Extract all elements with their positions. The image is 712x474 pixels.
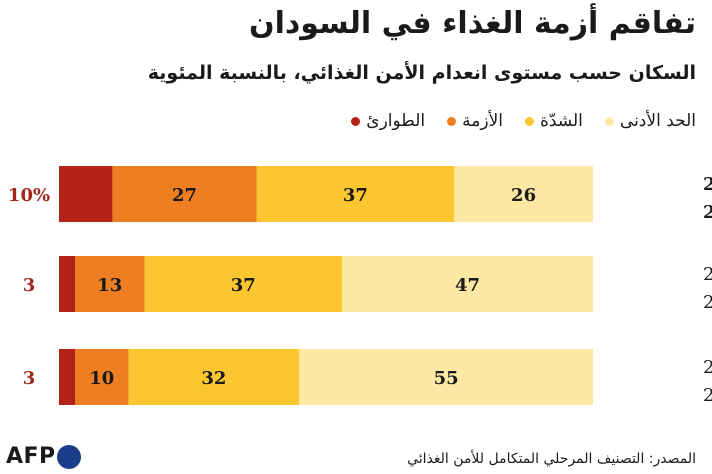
bar-value-label: 37 <box>343 185 368 206</box>
legend-label-crisis: الأزمة <box>462 111 503 131</box>
legend-label-emergency: الطوارئ <box>366 111 426 131</box>
bar-value-label: 55 <box>434 368 459 389</box>
bar-segment-minimal <box>342 256 593 312</box>
bar-value-label-emergency: 3 <box>23 275 36 296</box>
source-note: المصدر: التصنيف المرحلي المتكامل للأمن ا… <box>407 451 696 467</box>
afp-logo-text: AFP <box>6 444 56 469</box>
legend-dot-stressed <box>525 116 534 126</box>
bar-segment-emergency <box>59 166 113 222</box>
category-label-line1: أكتوبر 2021 <box>703 355 712 378</box>
bar-value-label-emergency: 3 <box>23 368 36 389</box>
bar-value-label: 13 <box>97 275 122 296</box>
bar-value-label-emergency: 10% <box>8 185 50 206</box>
bar-value-label: 10 <box>89 368 114 389</box>
bar-segment-minimal <box>299 349 593 405</box>
legend-item-minimal: الحد الأدنى <box>604 108 696 134</box>
legend-dot-emergency <box>351 116 361 126</box>
bar-segment-crisis <box>75 256 145 312</box>
chart-subtitle: السكان حسب مستوى انعدام الأمن الغذائي، ب… <box>147 62 696 84</box>
afp-logo-circle <box>56 444 81 469</box>
bar-value-label: 27 <box>172 185 197 206</box>
bar-segment-emergency <box>59 349 76 405</box>
bar-segment-emergency <box>59 256 76 312</box>
afp-logo: AFP <box>6 444 81 469</box>
bar-segment-crisis <box>112 166 257 222</box>
bar-value-label: 37 <box>231 275 256 296</box>
chart-title: تفاقم أزمة الغذاء في السودان <box>249 6 696 41</box>
category-label-line2: فبراير 2024 <box>703 202 712 223</box>
bar-segment-stressed <box>128 349 300 405</box>
category-label-line1: أكتوبر 2022 <box>703 262 712 285</box>
bar-segment-minimal <box>454 166 593 222</box>
legend-label-stressed: الشدّة <box>540 111 583 131</box>
legend-dot-crisis <box>447 116 457 126</box>
bar-segment-stressed <box>256 166 455 222</box>
bar-segment-crisis <box>75 349 129 405</box>
legend: الحد الأدنى الشدّة الأزمة الطوارئ <box>351 108 696 134</box>
legend-dot-minimal <box>604 116 614 126</box>
bar-value-label: 32 <box>201 368 226 389</box>
category-label-line2: فبراير 2023 <box>703 292 712 313</box>
legend-label-minimal: الحد الأدنى <box>619 111 696 131</box>
bar-value-label: 47 <box>455 275 480 296</box>
bar-segment-stressed <box>144 256 343 312</box>
legend-item-stressed: الشدّة <box>525 108 583 134</box>
bar-value-label: 26 <box>511 185 536 206</box>
legend-item-emergency: الطوارئ <box>351 108 425 134</box>
category-label-line1: أكتوبر 2023 <box>703 172 712 195</box>
legend-item-crisis: الأزمة <box>447 108 503 134</box>
category-label-line2: فبراير 2022 <box>703 385 712 406</box>
